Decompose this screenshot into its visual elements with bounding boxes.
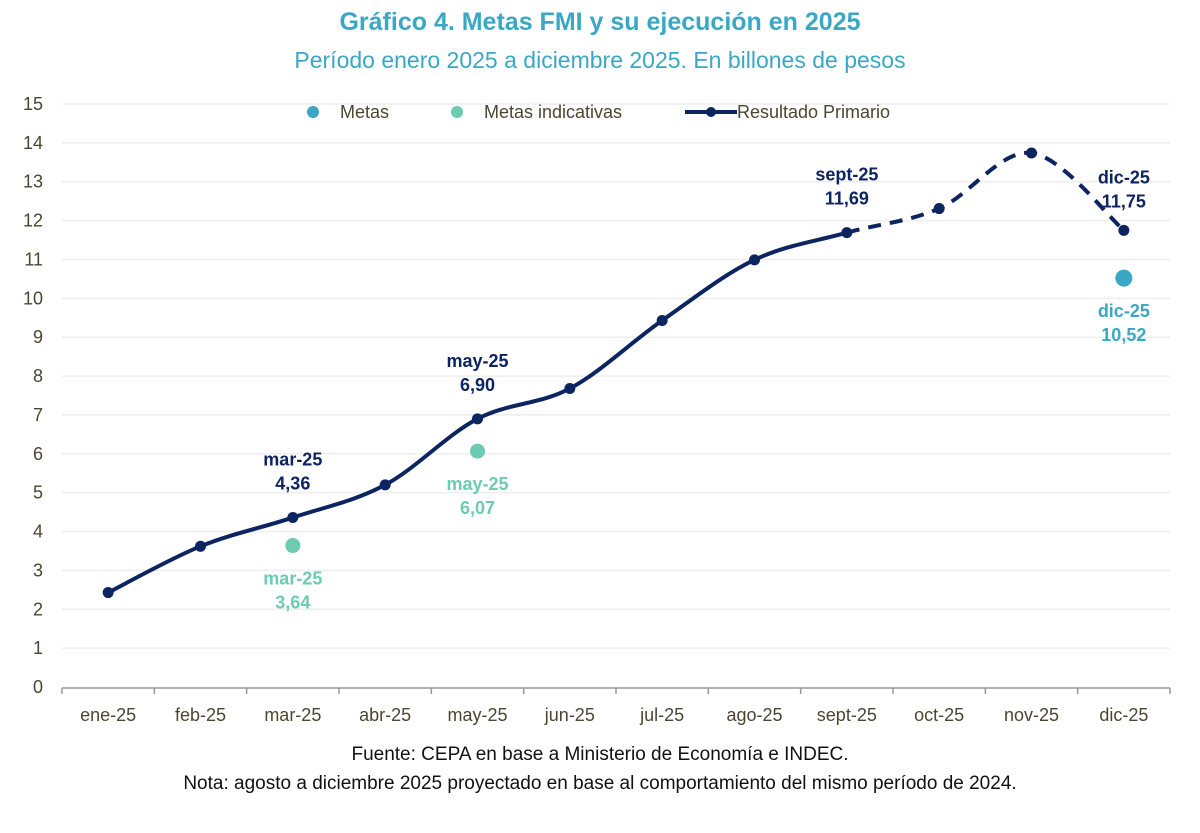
resultado-primario-point: [656, 314, 668, 326]
meta-indicativa-point: [285, 538, 301, 554]
meta-indicativa-point: [470, 443, 485, 459]
resultado-primario-point: [287, 512, 299, 524]
y-tick-label: 11: [24, 249, 43, 269]
y-tick-label: 15: [23, 94, 43, 114]
series-layer: [102, 147, 1133, 599]
y-tick-label: 4: [33, 522, 43, 542]
projection-note: Nota: agosto a diciembre 2025 proyectado…: [183, 773, 1017, 794]
x-tick-label: ago-25: [726, 705, 782, 725]
resultado-label-category: dic-25: [1098, 167, 1150, 187]
legend-label-metas-indicativas: Metas indicativas: [484, 102, 622, 122]
resultado-primario-point: [749, 254, 760, 266]
x-tick-label: ene-25: [80, 705, 136, 725]
x-axis: ene-25 feb-25 mar-25 abr-25 may-25 jun-25 jul-…: [61, 687, 1171, 725]
y-tick-label: 12: [23, 211, 43, 231]
meta-indicativa-label-category: may-25: [446, 474, 508, 494]
y-tick-label: 5: [33, 483, 43, 503]
x-tick-label: abr-25: [359, 705, 411, 725]
resultado-primario-line: [106, 230, 849, 595]
legend-label-resultado-primario: Resultado Primario: [737, 102, 890, 122]
x-tick-label: nov-25: [1004, 705, 1059, 725]
source-note: Fuente: CEPA en base a Ministerio de Eco…: [351, 744, 849, 765]
y-tick-label: 14: [23, 133, 43, 153]
meta-indicativa-label-category: mar-25: [263, 569, 322, 589]
y-tick-label: 13: [23, 172, 43, 192]
resultado-label-category: sept-25: [815, 165, 878, 185]
x-tick-label: oct-25: [914, 705, 964, 725]
y-tick-label: 0: [33, 677, 43, 697]
y-tick-label: 6: [33, 444, 43, 464]
x-tick-label: may-25: [447, 705, 507, 725]
y-tick-label: 8: [33, 366, 43, 386]
chart-subtitle: Período enero 2025 a diciembre 2025. En …: [294, 47, 906, 73]
y-tick-label: 9: [33, 327, 43, 347]
resultado-primario-point: [564, 383, 576, 395]
resultado-primario-point: [472, 413, 483, 425]
resultado-primario-point: [933, 203, 945, 215]
legend-label-metas: Metas: [340, 102, 389, 122]
resultado-label-category: may-25: [446, 351, 508, 371]
resultado-label-value: 11,69: [825, 189, 869, 209]
meta-indicativa-label-value: 3,64: [275, 593, 310, 613]
resultado-primario-point: [379, 479, 391, 491]
resultado-primario-point: [102, 587, 114, 599]
resultado-label-value: 6,90: [460, 375, 495, 395]
resultado-primario-projected-line: [846, 150, 1126, 235]
meta-label-value: 10,52: [1101, 325, 1146, 345]
chart-footer: Fuente: CEPA en base a Ministerio de Eco…: [0, 740, 1200, 798]
legend-marker-metas-indicativas: [451, 106, 463, 118]
y-tick-label: 2: [33, 599, 43, 619]
x-tick-label: feb-25: [175, 705, 226, 725]
meta-point: [1115, 269, 1133, 287]
resultado-primario-point: [1026, 147, 1037, 159]
x-tick-label: jul-25: [639, 705, 684, 725]
x-tick-label: mar-25: [264, 705, 321, 725]
y-tick-label: 3: [33, 560, 43, 580]
resultado-label-value: 11,75: [1102, 191, 1146, 211]
x-tick-label: sept-25: [817, 705, 877, 725]
meta-indicativa-label-value: 6,07: [460, 498, 495, 518]
resultado-label-category: mar-25: [263, 450, 322, 470]
resultado-primario-point: [195, 540, 206, 552]
y-tick-label: 1: [33, 638, 43, 658]
x-tick-label: jun-25: [544, 705, 595, 725]
chart-title: Gráfico 4. Metas FMI y su ejecución en 2…: [339, 8, 861, 36]
legend-marker-metas: [307, 106, 319, 118]
resultado-primario-point: [1118, 224, 1130, 236]
y-tick-label: 7: [33, 405, 43, 425]
x-tick-label: dic-25: [1099, 705, 1148, 725]
gridlines: [62, 103, 1170, 649]
resultado-label-value: 4,36: [275, 474, 310, 494]
legend-marker-resultado-primario: [706, 107, 716, 117]
legend: Metas Metas indicativas Resultado Primar…: [307, 102, 890, 122]
y-tick-label: 10: [23, 288, 43, 308]
resultado-primario-point: [841, 227, 853, 239]
data-labels: mar-25 4,36 may-25 6,90 sept-25 11,69 dic-25 11…: [263, 165, 1150, 613]
meta-label-category: dic-25: [1098, 301, 1150, 321]
